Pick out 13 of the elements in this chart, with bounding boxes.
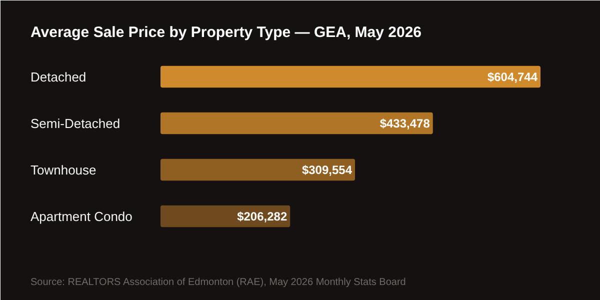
data-label: $433,478 (380, 116, 430, 130)
y-tick-label: Detached (30, 69, 86, 84)
y-tick-label: Townhouse (30, 162, 96, 178)
data-label: $309,554 (302, 162, 352, 177)
data-label: $604,744 (487, 70, 538, 84)
source-note: Source: REALTORS Association of Edmonton (RAE), May 2026 Monthly Stats Board (30, 277, 406, 288)
bar (160, 66, 540, 88)
data-label: $206,282 (237, 209, 288, 224)
bar (160, 112, 433, 134)
bar (160, 158, 356, 181)
y-tick-label: Semi-Detached (30, 116, 120, 131)
y-tick-label: Apartment Condo (30, 208, 132, 224)
chart-title: Average Sale Price by Property Type — GEA, May 2026 (30, 24, 422, 41)
